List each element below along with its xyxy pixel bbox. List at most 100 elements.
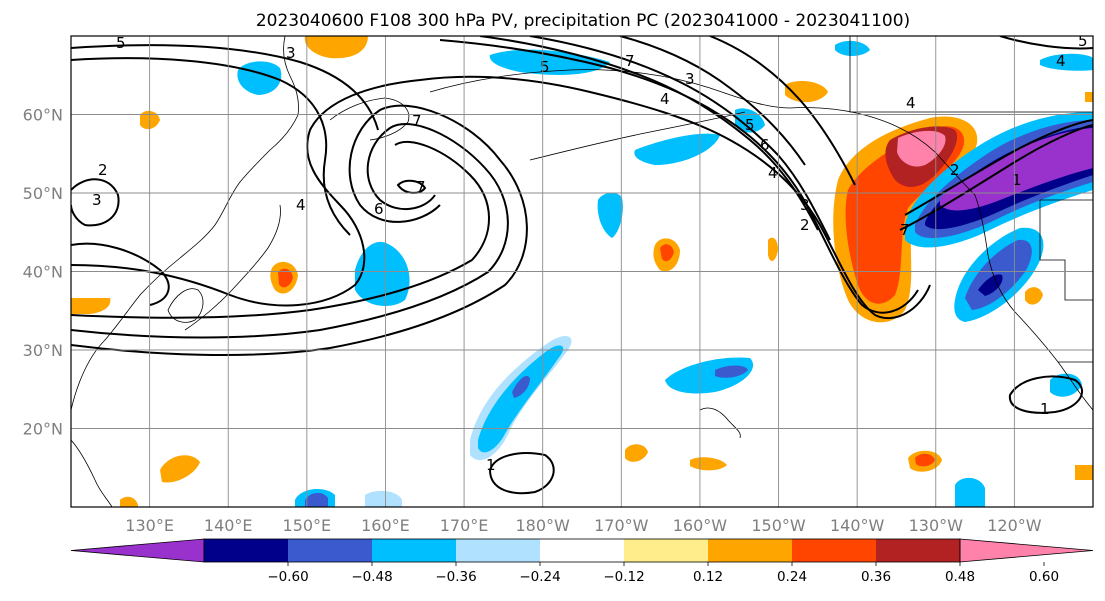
map-panel: 5 3 3 2 4 6 7 7 5 7 4 3 5 6 4 3 2 4 7 2	[23, 34, 1094, 535]
pv-contour-1	[71, 104, 528, 357]
colorbar-tick-label: −0.60	[267, 569, 308, 585]
pv-label: 4	[660, 90, 670, 108]
shade-negative-bottom-core	[305, 492, 328, 507]
pv-label: 5	[116, 34, 126, 52]
colorbar-box	[540, 539, 624, 562]
colorbar-box	[624, 539, 708, 562]
pv-label: 7	[416, 178, 426, 196]
colorbar-tick-label: −0.48	[351, 569, 392, 585]
pv-contour-14	[999, 36, 1093, 50]
lon-tick-label: 130°W	[909, 516, 964, 535]
shade-negative-kuril	[355, 241, 410, 306]
coast-na-west	[974, 194, 1093, 411]
lon-tick-label: 170°E	[440, 516, 489, 535]
colorbar-tick-label: 0.24	[777, 569, 807, 585]
lon-tick-label: 120°W	[987, 516, 1042, 535]
coastlines	[71, 36, 1093, 507]
colorbar-box	[708, 539, 792, 562]
shade-negative-canada-ne	[1040, 53, 1093, 71]
pv-contour-7	[439, 39, 919, 314]
pv-label: 4	[768, 164, 778, 182]
shade-negative-pnw-core	[940, 128, 1093, 211]
pv-label: 3	[286, 44, 296, 62]
pv-contour-9	[529, 36, 831, 241]
colorbar-extend-high	[959, 538, 1094, 563]
shade-negative-se	[955, 477, 985, 507]
coast-alaska	[429, 69, 976, 196]
shade-positive-trop1	[160, 455, 200, 483]
colorbar-tick-label: −0.12	[603, 569, 644, 585]
map-content: 5 3 3 2 4 6 7 7 5 7 4 3 5 6 4 3 2 4 7 2	[71, 34, 1093, 507]
pv-contour-3	[71, 140, 490, 319]
pv-contour-13	[904, 119, 1093, 216]
lon-tick-label: 140°W	[830, 516, 885, 535]
shade-negative-hawaii-core	[715, 365, 748, 378]
gridlines	[71, 36, 1093, 507]
shade-positive-mexico	[1025, 287, 1043, 305]
pv-contour-10	[619, 36, 806, 166]
coast-asia	[71, 36, 299, 411]
lon-tick-label: 160°E	[361, 516, 410, 535]
pv-label: 6	[760, 136, 770, 154]
pv-label: 7	[900, 221, 910, 239]
lat-tick-label: 30°N	[23, 341, 63, 360]
pv-contour-15	[396, 179, 427, 194]
colorbar-outline	[203, 538, 961, 563]
latitude-labels: 60°N 50°N 40°N 30°N 20°N	[23, 106, 63, 439]
colorbar-tick-label: 0.48	[945, 569, 975, 585]
pv-contour-11	[709, 36, 856, 186]
pv-contours	[71, 36, 1093, 495]
colorbar-tick-label: 0.12	[693, 569, 723, 585]
shade-positive-japan-core	[278, 268, 293, 288]
lat-tick-label: 20°N	[23, 420, 63, 439]
coast-philippines	[71, 439, 113, 507]
pv-label: 5	[745, 116, 755, 134]
precip-shading	[71, 36, 1093, 507]
shade-positive-trop3	[690, 457, 727, 471]
coast-aleutians	[529, 111, 746, 161]
pv-label: 2	[950, 161, 960, 179]
colorbar-box	[288, 539, 372, 562]
pv-label: 1	[486, 456, 496, 474]
colorbar-extend-low	[70, 538, 205, 563]
shade-positive-east-edge	[1075, 465, 1093, 480]
shade-negative-west-trop	[365, 490, 402, 507]
colorbar-box	[792, 539, 876, 562]
shade-positive-east-small	[1085, 92, 1093, 102]
pv-contour-2	[71, 123, 509, 339]
pv-contour-12	[899, 124, 1093, 231]
shade-positive-okhotsk	[304, 36, 368, 59]
shade-negative-streak-core	[512, 375, 530, 398]
figure-title: 2023040600 F108 300 hPa PV, precipitatio…	[256, 11, 910, 31]
shade-positive-aleutian	[785, 80, 828, 103]
pv-label: 3	[685, 70, 695, 88]
shade-positive-trop4-core	[915, 453, 935, 467]
colorbar-box	[372, 539, 456, 562]
pv-label: 7	[625, 52, 635, 70]
lat-tick-label: 60°N	[23, 106, 63, 125]
colorbar: −0.60 −0.48 −0.36 −0.24 −0.12 0.12 0.24 0.36 0.4…	[70, 538, 1094, 585]
shade-positive-sw	[120, 496, 138, 507]
pv-label: 1	[1040, 400, 1050, 418]
colorbar-box	[204, 539, 288, 562]
lon-tick-label: 160°W	[673, 516, 728, 535]
pv-label: 1	[1012, 171, 1022, 189]
shade-negative-midpac	[597, 192, 623, 238]
longitude-labels: 130°E 140°E 150°E 160°E 170°E 180°W 170°W 160°W…	[125, 516, 1041, 535]
pv-label: 7	[412, 112, 422, 130]
pv-label: 6	[374, 200, 384, 218]
coast-canada-border	[849, 36, 1093, 113]
pv-contour-16	[1008, 375, 1083, 414]
lon-tick-label: 150°E	[283, 516, 332, 535]
coast-korea	[167, 288, 204, 323]
colorbar-tick-label: −0.36	[435, 569, 476, 585]
pv-contour-labels: 5 3 3 2 4 6 7 7 5 7 4 3 5 6 4 3 2 4 7 2	[92, 34, 1088, 474]
lon-tick-label: 180°W	[516, 516, 571, 535]
pv-contour-5	[71, 57, 351, 236]
coast-japan	[184, 204, 281, 331]
pv-contour-17	[488, 452, 555, 495]
pv-label: 3	[800, 196, 810, 214]
shade-positive-trop2	[625, 444, 648, 462]
shade-negative-california-core	[978, 274, 1003, 296]
